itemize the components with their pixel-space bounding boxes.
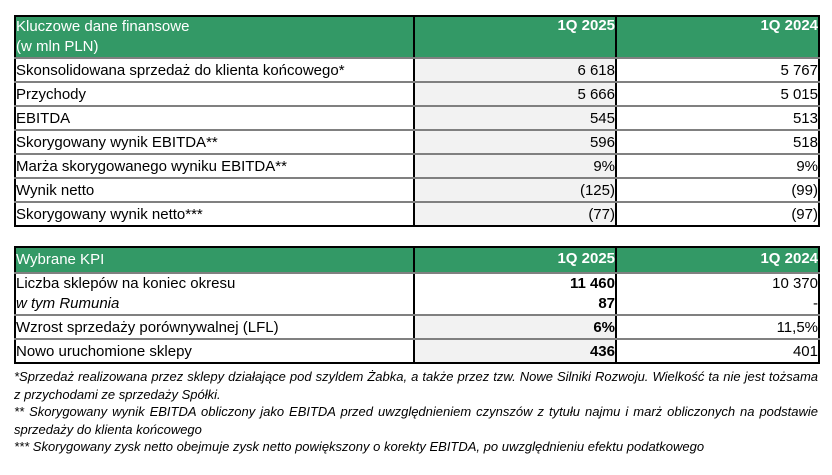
cell-1q2024: 10 370 - xyxy=(616,273,819,316)
column-header-1q2024: 1Q 2024 xyxy=(616,16,819,59)
row-label: Wzrost sprzedaży porównywalnej (LFL) xyxy=(15,315,415,340)
stores-2024-total: 10 370 xyxy=(772,275,818,292)
stores-2024-romania: - xyxy=(813,295,818,312)
row-label-stores: Liczba sklepów na koniec okresu w tym Ru… xyxy=(15,273,415,316)
cell-1q2025: 9% xyxy=(414,154,617,179)
table-row: Liczba sklepów na koniec okresu w tym Ru… xyxy=(15,273,819,316)
row-label: Wynik netto xyxy=(15,178,415,203)
row-label: Nowo uruchomione sklepy xyxy=(15,339,415,363)
cell-1q2025: 436 xyxy=(414,339,617,363)
kpi-table-title: Wybrane KPI xyxy=(15,247,415,274)
table-row: Wzrost sprzedaży porównywalnej (LFL) 6% … xyxy=(15,315,819,340)
table-row: Marża skorygowanego wyniku EBITDA** 9% 9… xyxy=(15,154,819,179)
footnote-3: *** Skorygowany zysk netto obejmuje zysk… xyxy=(14,439,705,454)
stores-label: Liczba sklepów na koniec okresu xyxy=(16,275,236,292)
table-row: Wynik netto (125) (99) xyxy=(15,178,819,203)
cell-1q2025: (77) xyxy=(414,202,617,226)
kpi-table: Wybrane KPI 1Q 2025 1Q 2024 Liczba sklep… xyxy=(14,246,820,364)
table-row: Skorygowany wynik netto*** (77) (97) xyxy=(15,202,819,226)
column-header-1q2024: 1Q 2024 xyxy=(616,247,819,274)
cell-1q2024: 11,5% xyxy=(616,315,819,340)
financial-table-header-row: Kluczowe dane finansowe (w mln PLN) 1Q 2… xyxy=(15,16,819,59)
stores-2025-romania: 87 xyxy=(598,295,615,312)
financial-table: Kluczowe dane finansowe (w mln PLN) 1Q 2… xyxy=(14,15,820,227)
row-label: Przychody xyxy=(15,82,415,107)
column-header-1q2025: 1Q 2025 xyxy=(414,16,617,59)
cell-1q2024: 9% xyxy=(616,154,819,179)
table-row: EBITDA 545 513 xyxy=(15,106,819,131)
table-row: Skorygowany wynik EBITDA** 596 518 xyxy=(15,130,819,155)
column-header-1q2025: 1Q 2025 xyxy=(414,247,617,274)
cell-1q2024: 5 015 xyxy=(616,82,819,107)
cell-1q2025: 6% xyxy=(414,315,617,340)
footnote-2: ** Skorygowany wynik EBITDA obliczony ja… xyxy=(14,404,818,437)
financial-table-title-line2: (w mln PLN) xyxy=(16,38,99,55)
cell-1q2025: 11 460 87 xyxy=(414,273,617,316)
cell-1q2025: (125) xyxy=(414,178,617,203)
cell-1q2025: 596 xyxy=(414,130,617,155)
row-label: Skonsolidowana sprzedaż do klienta końco… xyxy=(15,58,415,83)
cell-1q2024: (99) xyxy=(616,178,819,203)
cell-1q2025: 545 xyxy=(414,106,617,131)
financial-table-title-line1: Kluczowe dane finansowe xyxy=(16,18,190,35)
footnote-1: *Sprzedaż realizowana przez sklepy dział… xyxy=(14,369,818,402)
cell-1q2024: 513 xyxy=(616,106,819,131)
row-label: Skorygowany wynik netto*** xyxy=(15,202,415,226)
cell-1q2024: 401 xyxy=(616,339,819,363)
kpi-table-header-row: Wybrane KPI 1Q 2025 1Q 2024 xyxy=(15,247,819,274)
row-label: Marża skorygowanego wyniku EBITDA** xyxy=(15,154,415,179)
row-label: Skorygowany wynik EBITDA** xyxy=(15,130,415,155)
financial-table-title: Kluczowe dane finansowe (w mln PLN) xyxy=(15,16,415,59)
cell-1q2025: 5 666 xyxy=(414,82,617,107)
table-row: Przychody 5 666 5 015 xyxy=(15,82,819,107)
row-label: EBITDA xyxy=(15,106,415,131)
cell-1q2024: 518 xyxy=(616,130,819,155)
cell-1q2025: 6 618 xyxy=(414,58,617,83)
cell-1q2024: 5 767 xyxy=(616,58,819,83)
footnotes: *Sprzedaż realizowana przez sklepy dział… xyxy=(14,368,818,456)
table-row: Nowo uruchomione sklepy 436 401 xyxy=(15,339,819,363)
stores-sublabel-romania: w tym Rumunia xyxy=(16,295,120,312)
cell-1q2024: (97) xyxy=(616,202,819,226)
stores-2025-total: 11 460 xyxy=(569,275,615,292)
table-row: Skonsolidowana sprzedaż do klienta końco… xyxy=(15,58,819,83)
